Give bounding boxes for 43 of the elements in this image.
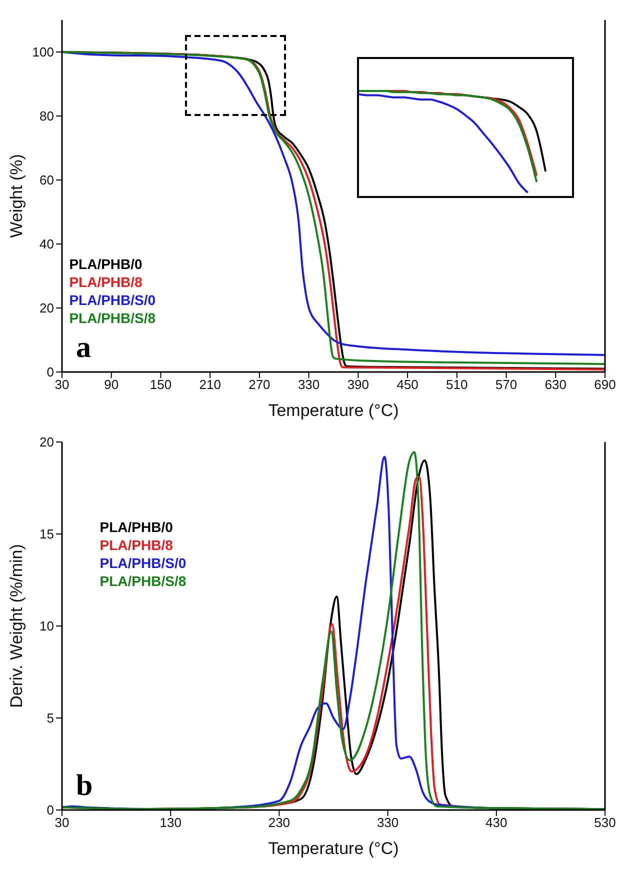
x-axis-title: Temperature (°C)	[268, 401, 399, 420]
text: PLA/PHB/8	[100, 536, 174, 554]
y-tick-label: 0	[46, 364, 54, 380]
y-axis-title: Deriv. Weight (%/min)	[7, 544, 26, 708]
x-tick-label: 450	[396, 377, 418, 392]
y-tick-label: 80	[40, 108, 54, 124]
x-tick-label: 30	[54, 815, 70, 830]
x-tick-label: 630	[544, 377, 566, 392]
y-tick-label: 0	[46, 802, 54, 818]
annotation: a	[76, 331, 91, 364]
y-tick-label: 100	[32, 44, 54, 60]
x-tick-label: 330	[298, 377, 320, 392]
x-tick-label: 330	[376, 815, 399, 830]
text: PLA/PHB/8	[69, 273, 144, 292]
text: PLA/PHB/0	[69, 255, 144, 274]
x-tick-label: 430	[486, 815, 508, 830]
text: PLA/PHB/S/8	[69, 309, 156, 328]
x-axis-title: Temperature (°C)	[268, 839, 399, 858]
x-tick-label: 270	[248, 377, 270, 392]
y-tick-label: 60	[40, 172, 54, 188]
text: PLA/PHB/S/0	[69, 291, 156, 310]
x-tick-label: 150	[150, 377, 172, 392]
y-tick-label: 20	[40, 434, 54, 450]
x-tick-label: 510	[446, 377, 468, 392]
y-axis-title: Weight (%)	[7, 154, 26, 238]
y-tick-label: 20	[40, 300, 54, 316]
x-tick-label: 30	[54, 377, 70, 392]
y-tick-label: 40	[40, 236, 54, 252]
y-tick-label: 5	[46, 710, 54, 726]
y-tick-label: 15	[40, 526, 54, 542]
annotation: b	[76, 769, 93, 802]
x-tick-label: 90	[104, 377, 119, 392]
text: PLA/PHB/S/0	[100, 554, 186, 572]
text: PLA/PHB/S/8	[100, 572, 186, 590]
x-tick-label: 570	[495, 377, 518, 392]
text: PLA/PHB/0	[100, 518, 174, 536]
x-tick-label: 230	[268, 815, 290, 830]
x-tick-label: 130	[160, 815, 182, 830]
x-tick-label: 390	[347, 377, 370, 392]
x-tick-label: 210	[199, 377, 221, 392]
y-tick-label: 10	[40, 618, 54, 634]
x-tick-label: 690	[594, 377, 616, 392]
x-tick-label: 530	[594, 815, 616, 830]
